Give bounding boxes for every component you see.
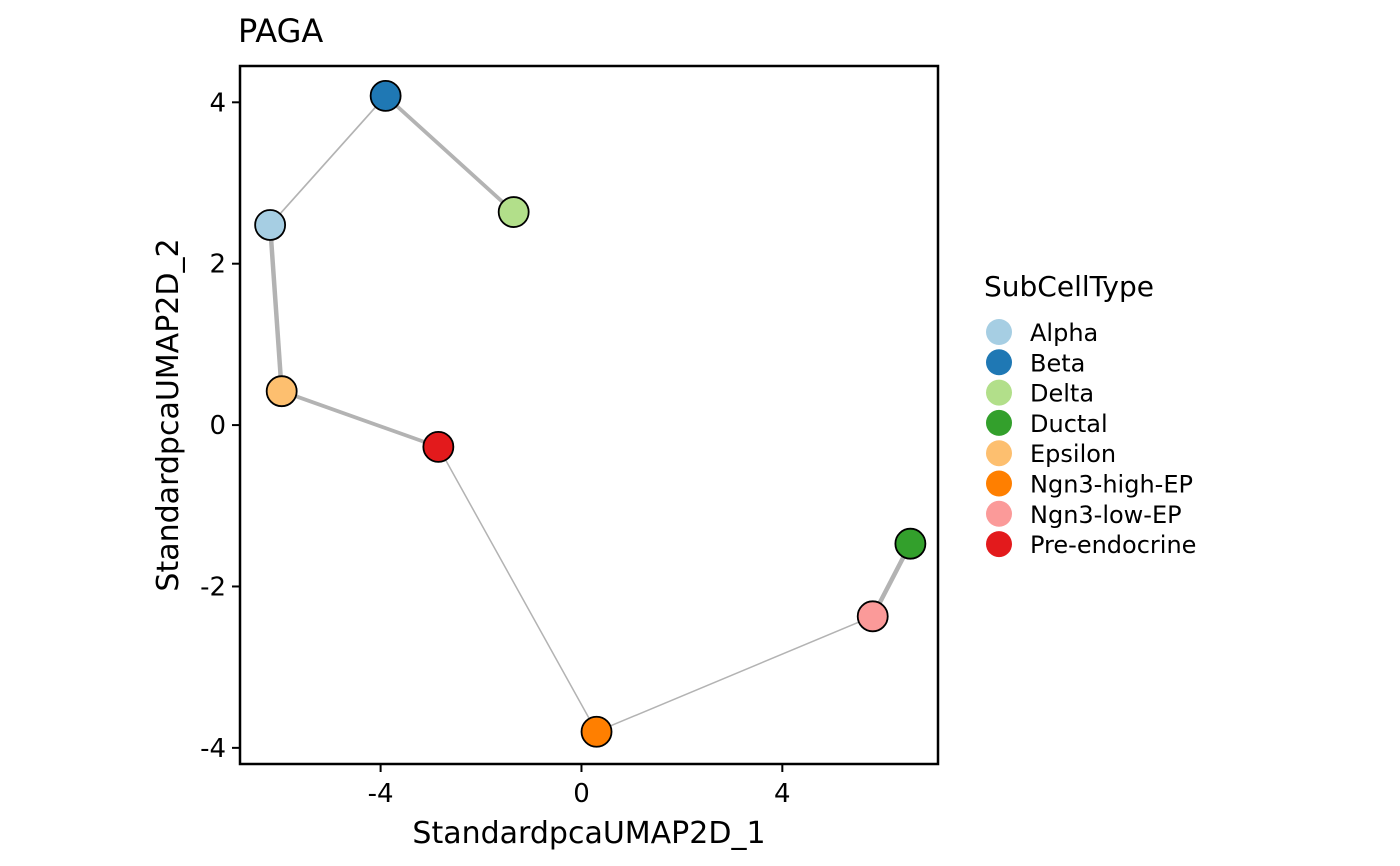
legend-key-pre-endocrine	[986, 531, 1012, 558]
legend-key-delta	[986, 379, 1012, 406]
legend-label: Ngn3-high-EP	[1030, 471, 1193, 499]
plot-frame	[238, 64, 940, 766]
legend-key-alpha	[986, 319, 1012, 345]
node-ngn3-high-ep	[580, 715, 613, 748]
legend-label: Delta	[1030, 380, 1094, 408]
legend-label: Pre-endocrine	[1030, 531, 1196, 559]
edge-1	[383, 93, 516, 214]
node-alpha	[254, 209, 287, 241]
x-tick-label: 0	[573, 779, 590, 809]
y-tick-label: -4	[200, 734, 226, 764]
x-axis-title: StandardpcaUMAP2D_1	[412, 816, 765, 851]
legend-label: Ngn3-low-EP	[1030, 501, 1182, 529]
legend-key-ductal	[986, 409, 1012, 436]
legend-key-beta	[986, 349, 1012, 376]
y-tick-label: -2	[200, 572, 226, 602]
y-axis-title: StandardpcaUMAP2D_2	[151, 238, 186, 591]
y-tick-label: 2	[209, 250, 226, 280]
node-delta	[497, 196, 530, 228]
node-ductal	[894, 527, 927, 560]
chart-title: PAGA	[238, 12, 323, 50]
legend-label: Ductal	[1030, 410, 1108, 438]
legend-title: SubCellType	[984, 270, 1154, 303]
edge-0	[269, 95, 387, 226]
y-axis: -4 -2 0 2 4	[200, 88, 240, 764]
y-tick-label: 4	[209, 88, 226, 118]
x-tick-label: -4	[368, 779, 394, 809]
x-tick-label: 4	[774, 779, 791, 809]
edge-2	[267, 222, 284, 394]
legend-key-ngn3-low-ep	[986, 500, 1012, 527]
x-axis: -4 0 4	[368, 764, 791, 809]
y-tick-label: 0	[209, 411, 226, 441]
legend-label: Alpha	[1030, 319, 1098, 347]
edge-4	[437, 446, 598, 733]
node-ngn3-low-ep	[856, 600, 889, 633]
plot-area	[254, 79, 927, 748]
node-beta	[369, 79, 402, 112]
legend-label: Beta	[1030, 349, 1085, 377]
legend-key-epsilon	[986, 440, 1012, 467]
edge-3	[279, 389, 441, 449]
edge-5	[595, 615, 874, 733]
legend-key-ngn3-high-ep	[986, 470, 1012, 497]
legend-label: Epsilon	[1030, 440, 1116, 468]
node-epsilon	[265, 375, 298, 408]
node-pre-endocrine	[422, 430, 455, 463]
